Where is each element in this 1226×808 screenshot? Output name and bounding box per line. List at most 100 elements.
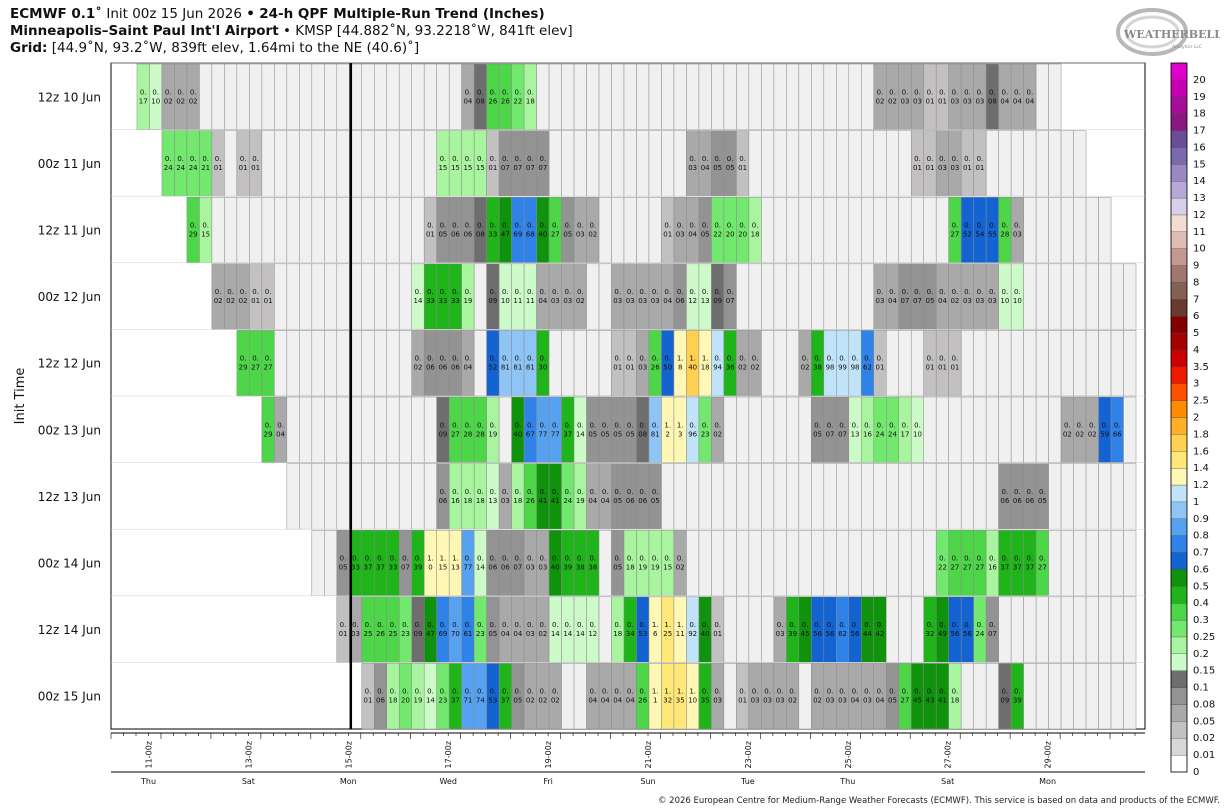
colorbar-bin	[1170, 332, 1188, 351]
cell-value-frac: 02	[176, 97, 185, 105]
cell-value-frac: 05	[601, 430, 610, 438]
cell-value-frac: 11	[513, 297, 522, 305]
cell-value-frac: 24	[164, 164, 173, 172]
cell-value-int: 0.	[827, 621, 834, 629]
cell-value-frac: 10	[913, 430, 922, 438]
cell-value-int: 0.	[252, 355, 259, 363]
qpf-cell	[423, 63, 437, 130]
cell-value-int: 0.	[964, 555, 971, 563]
grid-info: [44.9˚N, 93.2˚W, 839ft elev, 1.64mi to t…	[51, 40, 420, 56]
cell-value-int: 0.	[465, 155, 472, 163]
cell-value-frac: 56	[813, 630, 822, 638]
qpf-cell	[311, 529, 325, 597]
cell-value-frac: 05	[613, 564, 622, 572]
cell-value-frac: 34	[626, 630, 635, 638]
colorbar-bin	[1170, 383, 1188, 401]
row-label: 00z 12 Jun	[38, 290, 101, 304]
qpf-cell	[773, 130, 787, 197]
cell-value-frac: 04	[513, 630, 522, 638]
cell-value-int: 0.	[989, 222, 996, 230]
cell-value-frac: 37	[1013, 564, 1022, 572]
qpf-cell	[761, 130, 775, 197]
qpf-cell	[1035, 263, 1049, 330]
qpf-cell	[798, 529, 812, 597]
qpf-cell	[1010, 396, 1024, 463]
cell-value-frac: 05	[438, 231, 447, 239]
qpf-cell	[861, 130, 875, 197]
colorbar-bin	[1170, 214, 1188, 232]
cell-value-frac: 05	[925, 297, 934, 305]
cell-value-frac: 2	[665, 430, 669, 438]
colorbar-bin	[1170, 62, 1188, 81]
qpf-cell	[811, 130, 825, 197]
qpf-cell	[761, 196, 775, 264]
row-label: 00z 13 Jun	[38, 423, 101, 437]
row-label: 00z 15 Jun	[38, 690, 101, 704]
cell-value-int: 0.	[939, 688, 946, 696]
qpf-cell	[1048, 196, 1062, 264]
cell-value-frac: 06	[438, 364, 447, 372]
qpf-cell	[1060, 130, 1074, 197]
qpf-cell	[548, 330, 562, 397]
qpf-cell	[998, 330, 1012, 397]
colorbar-bin	[1170, 231, 1188, 249]
qpf-cell	[561, 63, 575, 130]
cell-value-int: 0.	[1002, 555, 1009, 563]
cell-value-int: 0.	[914, 421, 921, 429]
cell-value-frac: 24	[975, 630, 984, 638]
cell-value-int: 0.	[602, 688, 609, 696]
qpf-cell	[1060, 529, 1074, 597]
cell-value-frac: 01	[626, 364, 635, 372]
cell-value-int: 0.	[352, 555, 359, 563]
cell-value-frac: 09	[413, 630, 422, 638]
cell-value-int: 0.	[689, 288, 696, 296]
qpf-cell	[598, 596, 612, 663]
cell-value-frac: 12	[688, 297, 697, 305]
cell-value-frac: 01	[925, 164, 934, 172]
qpf-cell	[224, 196, 238, 264]
qpf-cell	[598, 330, 612, 397]
qpf-cell	[798, 463, 812, 530]
colorbar-label: 0.25	[1193, 632, 1215, 643]
cell-value-int: 0.	[614, 555, 621, 563]
cell-value-frac: 32	[925, 630, 934, 638]
qpf-cell	[898, 529, 912, 597]
qpf-cell	[960, 663, 974, 730]
cell-value-frac: 33	[351, 564, 360, 572]
cell-value-int: 0.	[477, 688, 484, 696]
qpf-cell	[761, 529, 775, 597]
cell-value-frac: 27	[551, 231, 560, 239]
product-title: 24-h QPF Multiple-Run Trend (Inches)	[259, 6, 545, 22]
qpf-cell	[561, 663, 575, 730]
cell-value-frac: 67	[526, 430, 535, 438]
qpf-cell	[1048, 596, 1062, 663]
cell-value-int: 0.	[227, 288, 234, 296]
qpf-cell	[1048, 63, 1062, 130]
colorbar-bin	[1170, 282, 1188, 300]
cell-value-frac: 68	[526, 231, 535, 239]
qpf-cell	[386, 463, 400, 530]
qpf-cell	[598, 196, 612, 264]
cell-value-int: 0.	[465, 621, 472, 629]
cell-value-frac: 02	[713, 430, 722, 438]
qpf-cell	[336, 63, 350, 130]
qpf-cell	[374, 130, 387, 197]
cell-value-frac: 6	[653, 630, 658, 638]
cell-value-int: 0.	[1076, 421, 1083, 429]
qpf-cell	[811, 196, 825, 264]
cell-value-frac: 05	[888, 697, 897, 705]
cell-value-frac: 09	[488, 297, 497, 305]
qpf-cell	[786, 330, 800, 397]
colorbar-bin	[1170, 417, 1188, 435]
header-line-2: Minneapolis–Saint Paul Int'l Airport • K…	[10, 23, 1010, 40]
qpf-cell	[861, 463, 875, 530]
cell-value-int: 0.	[165, 88, 172, 96]
cell-value-frac: 02	[538, 630, 547, 638]
cell-value-int: 0.	[527, 421, 534, 429]
cell-value-frac: 02	[950, 297, 959, 305]
cell-value-int: 0.	[340, 621, 347, 629]
cell-value-int: 0.	[602, 421, 609, 429]
cell-value-frac: 35	[676, 697, 685, 705]
cell-value-frac: 18	[701, 364, 710, 372]
qpf-cell	[1023, 263, 1037, 330]
